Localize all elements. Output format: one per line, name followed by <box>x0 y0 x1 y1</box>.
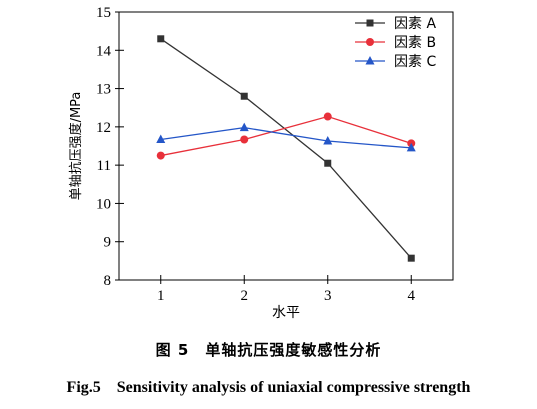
series-line <box>160 115 412 157</box>
series-triangle <box>156 122 416 152</box>
y-tick-label: 8 <box>104 273 112 289</box>
x-axis-ticks: 1 2 3 4 <box>157 275 416 304</box>
series-square <box>157 35 415 262</box>
data-point <box>156 151 165 160</box>
data-point <box>406 142 416 152</box>
data-point <box>324 159 332 167</box>
data-point <box>323 136 333 145</box>
data-point <box>240 92 248 100</box>
data-point <box>240 135 249 144</box>
plot-frame <box>118 11 454 281</box>
x-tick-label: 4 <box>408 288 416 304</box>
legend-item: 因素 C <box>355 54 436 70</box>
legend-item: 因素 B <box>355 35 436 51</box>
legend-label: 因素 C <box>394 54 436 70</box>
legend: 因素 A 因素 B 因素 C <box>355 16 436 70</box>
y-axis-label: 单轴抗压强度/MPa <box>68 92 84 201</box>
y-tick-label: 10 <box>96 196 111 212</box>
legend-marker <box>366 38 374 46</box>
figure-caption-chinese: 图 5 单轴抗压强度敏感性分析 <box>155 341 382 359</box>
figure-caption-english: Fig.5 Sensitivity analysis of uniaxial c… <box>66 379 471 396</box>
y-tick-label: 11 <box>97 158 111 174</box>
x-tick-label: 2 <box>241 288 249 304</box>
series-layer <box>156 35 416 262</box>
legend-label: 因素 B <box>394 35 436 51</box>
x-axis-label: 水平 <box>272 305 300 321</box>
y-tick-label: 12 <box>96 120 111 136</box>
y-tick-label: 14 <box>96 43 112 59</box>
legend-marker <box>366 19 374 27</box>
legend-item: 因素 A <box>355 16 436 32</box>
data-point <box>156 134 166 143</box>
y-axis-ticks: 8 9 10 11 12 13 14 15 <box>96 5 124 289</box>
data-point <box>323 112 332 121</box>
series-line <box>160 126 412 149</box>
x-tick-label: 1 <box>157 288 165 304</box>
legend-marker <box>365 56 375 65</box>
series-circle <box>156 112 416 160</box>
data-point <box>407 254 415 262</box>
data-point <box>239 122 249 132</box>
data-point <box>157 35 165 43</box>
legend-label: 因素 A <box>394 16 436 32</box>
x-tick-label: 3 <box>324 288 332 304</box>
series-line <box>160 38 412 259</box>
y-tick-label: 9 <box>104 235 112 251</box>
y-tick-label: 15 <box>96 5 111 21</box>
y-tick-label: 13 <box>96 82 111 98</box>
